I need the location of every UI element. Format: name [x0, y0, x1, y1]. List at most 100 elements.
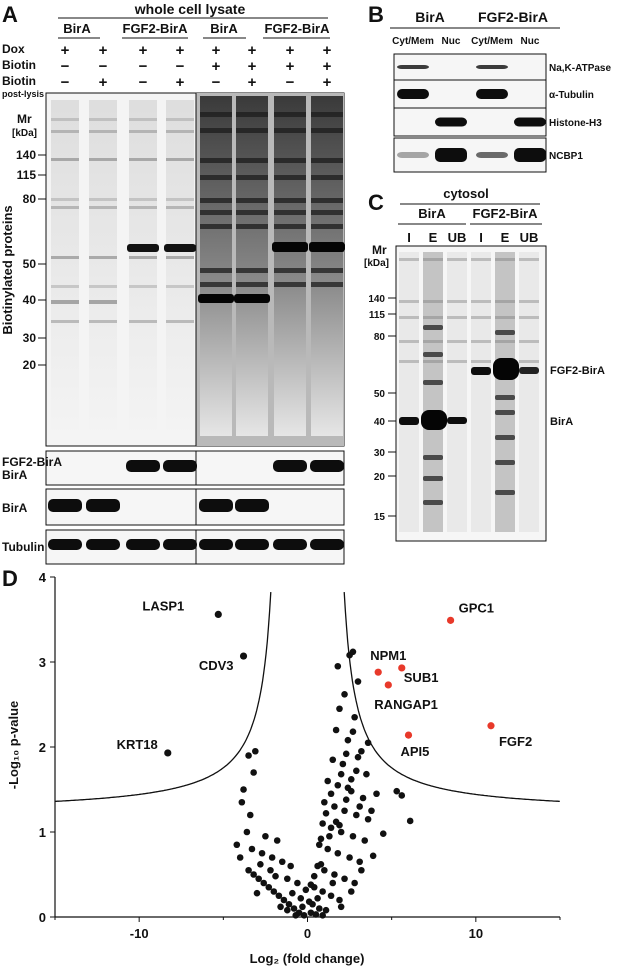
band [423, 455, 443, 460]
ladder-mark: 140 [368, 294, 385, 305]
band [236, 210, 268, 215]
data-point [243, 828, 251, 836]
data-point [270, 888, 278, 895]
band [311, 282, 343, 287]
ladder-mark: 30 [374, 448, 386, 459]
data-point [314, 895, 321, 902]
data-point [364, 815, 372, 823]
band-fgf2-bira [272, 242, 308, 252]
data-point [322, 906, 330, 914]
labeled-point [398, 664, 406, 672]
blot-label: Histone-H3 [549, 118, 602, 129]
data-point [334, 781, 342, 789]
band [236, 112, 268, 117]
data-point [406, 817, 414, 825]
data-point [341, 691, 348, 698]
data-point [287, 862, 294, 870]
band [519, 340, 539, 343]
data-point [252, 747, 259, 755]
data-point [337, 903, 345, 911]
group-label: BirA [63, 21, 91, 36]
band [311, 158, 343, 163]
panel-c: C cytosol BirA FGF2-BirA I E UB I E UB Mr [kD… [364, 186, 605, 542]
band-bira-eluate [421, 410, 447, 430]
data-point [356, 858, 363, 866]
band [236, 158, 268, 163]
lane-label: I [479, 230, 483, 245]
data-point [245, 866, 252, 874]
panel-a-condition-rows: Dox Biotin Biotin post-lysis + + + + + + + +− − −… [2, 42, 332, 99]
condition-sign: − [212, 74, 221, 91]
blot-label: BirA [2, 501, 28, 515]
data-point [300, 912, 308, 919]
condition-sign: + [286, 42, 295, 59]
data-point [315, 905, 323, 912]
lane-smear [89, 100, 117, 430]
data-point [393, 787, 401, 795]
labeled-point [404, 731, 413, 739]
band [126, 460, 160, 472]
data-point [294, 879, 301, 887]
data-point [233, 841, 241, 849]
band [163, 460, 197, 472]
point-label: SUB1 [404, 670, 439, 685]
data-point [332, 726, 340, 734]
data-point [327, 790, 335, 798]
band [423, 352, 443, 357]
data-point [315, 841, 323, 849]
data-point [331, 871, 338, 878]
condition-sign: + [248, 42, 257, 59]
band [495, 410, 515, 415]
ladder-mark: 40 [374, 417, 386, 428]
condition-sign: + [248, 58, 257, 75]
x-axis-title: Log₂ (fold change) [250, 951, 365, 966]
band [519, 258, 539, 261]
band [129, 256, 157, 259]
condition-sign: + [212, 58, 221, 75]
band [423, 380, 443, 385]
condition-sign: − [61, 74, 70, 91]
band [311, 175, 343, 180]
data-point [336, 705, 343, 713]
data-point [356, 803, 363, 810]
y-tick-label: 3 [39, 655, 46, 670]
condition-sign: + [323, 42, 332, 59]
band [423, 500, 443, 505]
x-tick-label: 0 [304, 926, 311, 941]
lane-smear [129, 100, 157, 430]
panel-d: D 0 1 2 3 4 -10 0 10 LASP1 CDV3 KRT18 GPC1 NPM1 SUB1 R… [2, 566, 561, 966]
data-point [250, 769, 257, 776]
band [471, 340, 491, 343]
lane-smear [274, 96, 306, 436]
data-point [342, 796, 350, 803]
condition-sign: − [176, 58, 185, 75]
lane-label: Nuc [442, 36, 461, 47]
band [200, 128, 232, 133]
band [51, 198, 79, 201]
band [51, 158, 79, 161]
data-point [258, 849, 266, 857]
band [200, 224, 232, 229]
lane-smear [311, 96, 343, 436]
significance-curve-right [343, 592, 560, 803]
band [471, 300, 491, 303]
band [86, 539, 120, 550]
blot-label: FGF2-BirA [2, 455, 62, 469]
data-point [349, 648, 357, 656]
band [236, 175, 268, 180]
band [471, 316, 491, 319]
point-label: RANGAP1 [374, 697, 438, 712]
y-axis-label: Biotinylated proteins [0, 205, 15, 334]
band [447, 258, 467, 261]
data-point [265, 883, 273, 891]
band [51, 206, 79, 209]
data-point [260, 879, 268, 887]
band-fgf2-bira [309, 242, 345, 252]
band [89, 206, 117, 209]
data-point [349, 832, 357, 840]
data-point [364, 739, 372, 747]
mr-label: Mr [17, 112, 32, 126]
band [423, 476, 443, 481]
data-point [290, 905, 298, 912]
band [166, 285, 194, 288]
